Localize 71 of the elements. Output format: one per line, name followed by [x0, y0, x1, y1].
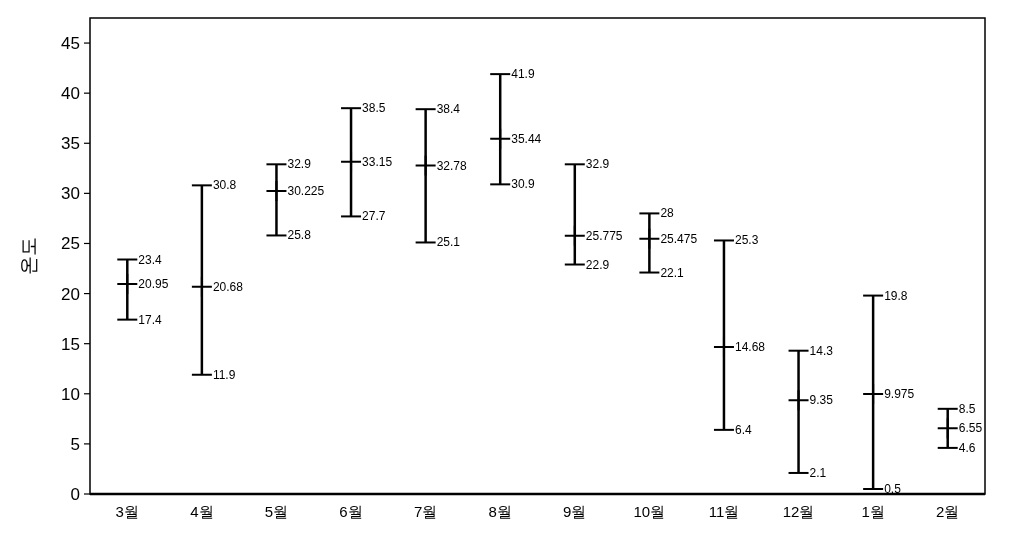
annotation: 32.9	[287, 157, 312, 172]
data-label: 9.35	[809, 393, 834, 408]
annotation: 25.1	[436, 235, 461, 250]
y-tick-label: 45	[61, 34, 80, 54]
x-tick-label: 2월	[936, 503, 960, 520]
data-label: 9.975	[884, 387, 915, 402]
data-label: 25.475	[660, 231, 698, 246]
data-label: 33.15	[362, 154, 393, 169]
x-tick-label: 9월	[563, 503, 587, 520]
x-tick-label: 1월	[861, 503, 885, 520]
point	[862, 383, 885, 406]
y-tick-label: 30	[61, 184, 80, 204]
annotation: 0.5	[884, 481, 902, 496]
x-tick-label: 5월	[264, 503, 289, 520]
y-tick-label: 15	[61, 334, 80, 354]
point	[936, 417, 959, 440]
data-label: 20.95	[138, 277, 169, 292]
x-tick-label: 12월	[782, 503, 815, 520]
point	[712, 335, 735, 358]
y-tick-label: 40	[61, 84, 80, 104]
annotation: 41.9	[511, 67, 535, 82]
data-label: 32.78	[436, 158, 467, 173]
x-tick-label: 6월	[339, 503, 363, 520]
x-tick-label: 10월	[633, 503, 666, 520]
point	[638, 227, 661, 250]
annotation: 38.5	[362, 101, 386, 116]
y-tick-label: 0	[70, 485, 80, 504]
y-tick-label: 20	[61, 284, 80, 304]
annotation: 11.9	[212, 367, 236, 382]
x-tick-label: 3월	[115, 503, 139, 520]
annotation: 30.9	[511, 177, 535, 192]
annotation: 8.5	[958, 401, 976, 416]
annotation: 6.4	[734, 422, 752, 437]
annotation: 32.9	[585, 157, 610, 172]
annotation: 22.9	[585, 257, 610, 272]
data-label: 25.775	[585, 228, 623, 243]
annotation: 4.6	[958, 440, 976, 455]
y-tick-label: 10	[61, 384, 80, 404]
annotation: 25.8	[287, 228, 312, 243]
annotation: 2.1	[809, 465, 827, 480]
annotation: 38.4	[436, 102, 461, 117]
x-tick-label: 7월	[413, 503, 438, 520]
x-tick-label: 4월	[190, 503, 214, 520]
data-label: 20.68	[212, 279, 244, 294]
annotation: 25.3	[734, 233, 759, 248]
point	[190, 275, 213, 298]
point	[340, 150, 363, 173]
x-tick-label: 8월	[488, 503, 512, 520]
y-tick-label: 25	[61, 234, 80, 254]
data-label: 30.225	[287, 184, 325, 199]
data-label: 35.44	[511, 131, 542, 146]
annotation: 28	[660, 206, 675, 221]
point	[563, 224, 586, 247]
y-tick-label: 5	[70, 434, 80, 454]
annotation: 23.4	[138, 252, 162, 267]
y-tick-label: 35	[61, 134, 80, 154]
point	[414, 154, 437, 177]
point	[265, 180, 288, 203]
annotation: 14.3	[809, 343, 834, 358]
annotation: 19.8	[884, 288, 908, 303]
annotation: 22.1	[660, 265, 685, 280]
point	[489, 127, 512, 150]
x-tick-label: 11월	[708, 503, 740, 520]
data-label: 14.68	[734, 339, 766, 354]
annotation: 27.7	[362, 209, 386, 224]
point	[116, 273, 139, 296]
point	[787, 389, 810, 412]
annotation: 17.4	[138, 312, 162, 327]
data-label: 6.55	[958, 421, 983, 436]
annotation: 30.8	[212, 178, 237, 193]
y-axis-title: 온도	[18, 237, 39, 275]
